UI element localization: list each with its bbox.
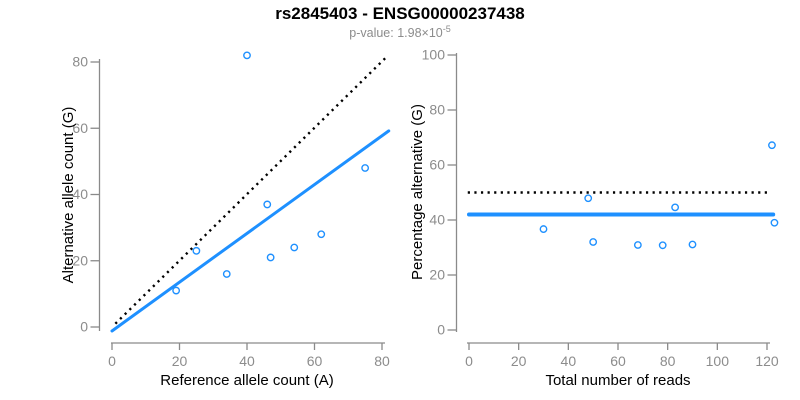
data-point (770, 218, 779, 227)
pvalue-text: p-value: 1.98×10 (349, 26, 443, 41)
data-point (290, 243, 299, 252)
x-tick-label: 60 (610, 353, 626, 369)
x-tick-label: 80 (374, 353, 390, 369)
percentage-scatter: 0 20 40 60 80 100 120 0 20 40 60 80 100 Total number … (409, 47, 779, 390)
data-point (589, 238, 598, 246)
y-tick-label: 60 (429, 157, 445, 173)
x-tick-label: 80 (660, 353, 676, 369)
data-point (671, 203, 680, 212)
data-point (243, 51, 251, 60)
y-tick-label: 40 (72, 186, 88, 202)
plot-subtitle: p-value: 1.98×10-5 (0, 24, 800, 40)
data-point (688, 240, 697, 249)
data-point (361, 164, 370, 172)
y-tick-label: 40 (429, 212, 445, 228)
x-tick-label: 0 (108, 353, 116, 369)
y-tick-label: 0 (437, 322, 445, 338)
data-point (172, 286, 181, 295)
x-tick-label: 60 (307, 353, 323, 369)
data-point (317, 230, 326, 239)
regression-line (110, 129, 391, 333)
y-tick-label: 100 (422, 47, 446, 63)
data-point (192, 246, 201, 255)
allele-count-scatter: 0 20 40 60 80 0 20 40 60 80 Reference allele count… (60, 51, 391, 389)
x-axis-title: Total number of reads (545, 372, 690, 389)
y-tick-label: 20 (429, 267, 445, 283)
data-point (263, 200, 272, 209)
data-point (584, 194, 593, 203)
y-tick-label: 80 (429, 102, 445, 118)
x-tick-label: 0 (465, 353, 473, 369)
identity-line (114, 55, 388, 325)
y-tick-label: 0 (80, 319, 88, 335)
x-axis-title: Reference allele count (A) (160, 372, 333, 389)
y-axis-title: Alternative allele count (G) (60, 107, 77, 284)
data-point (222, 270, 231, 278)
y-tick-label: 60 (72, 120, 88, 136)
y-tick-label: 80 (72, 54, 88, 70)
x-tick-label: 20 (511, 353, 527, 369)
x-tick-label: 100 (706, 353, 730, 369)
y-axis-title: Percentage alternative (G) (409, 104, 426, 280)
x-tick-label: 120 (755, 353, 779, 369)
data-point (658, 241, 667, 250)
plot-title: rs2845403 - ENSG00000237438 (275, 4, 525, 23)
y-tick-label: 20 (72, 252, 88, 268)
x-tick-label: 20 (172, 353, 188, 369)
data-point (768, 141, 776, 150)
data-point (633, 241, 642, 249)
x-tick-label: 40 (561, 353, 577, 369)
pvalue-exponent: -5 (442, 24, 451, 34)
data-point (539, 225, 548, 233)
data-point (266, 253, 275, 262)
x-tick-label: 40 (239, 353, 255, 369)
